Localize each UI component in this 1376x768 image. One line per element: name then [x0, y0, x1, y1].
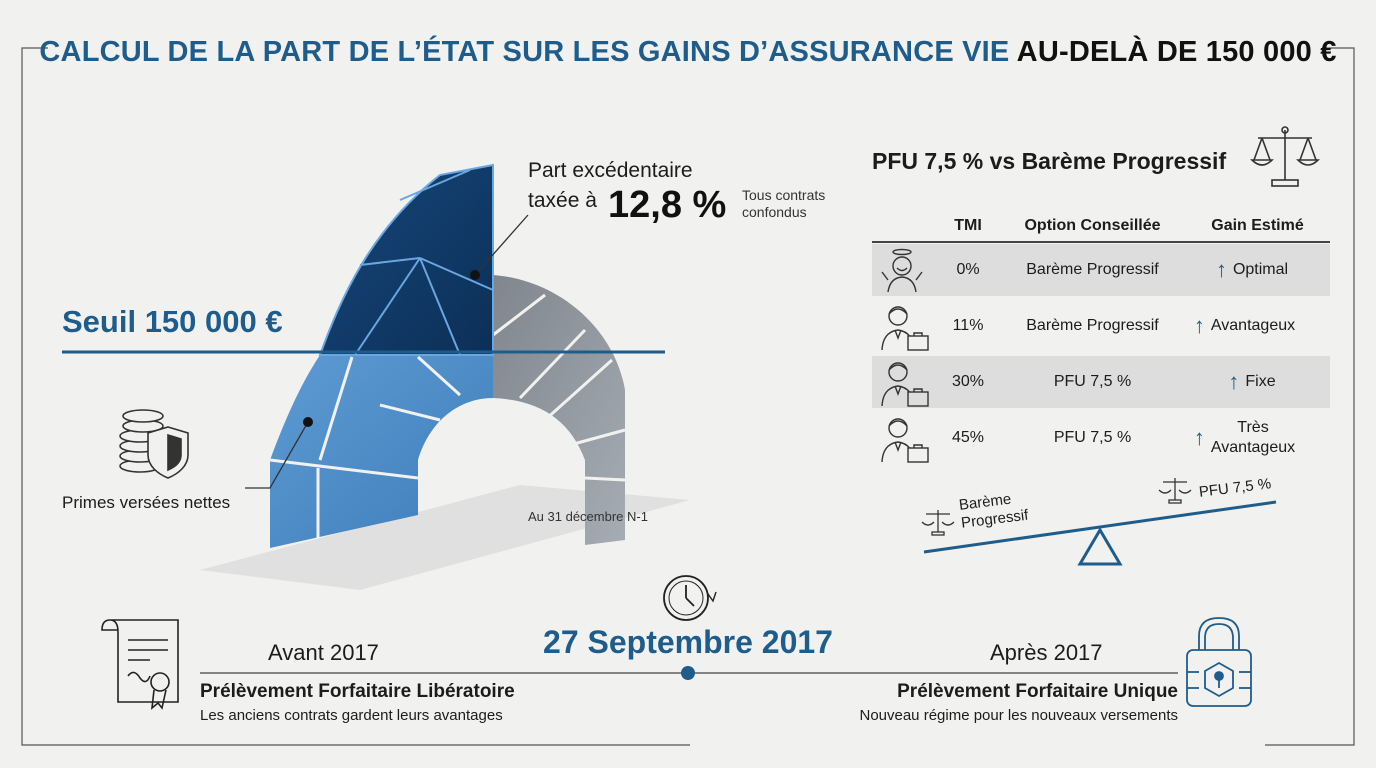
timeline-marker [681, 666, 695, 680]
header-tmi: TMI [954, 217, 982, 234]
gain-value: ↑ Fixe [1177, 356, 1327, 408]
option-value: Barème Progressif [1026, 261, 1159, 278]
excess-marker [470, 270, 480, 280]
arch-excess-block [318, 163, 494, 356]
excess-label: Part excédentaire taxée à [528, 156, 693, 216]
table-row: 0% Barème Progressif ↑ Optimal [872, 244, 1330, 296]
businessman-icon [881, 362, 929, 407]
table-row: 45% PFU 7,5 % ↑ Très Avantageux [872, 412, 1330, 464]
arch-shadow [200, 485, 690, 590]
padlock-icon [1186, 617, 1252, 707]
tmi-value: 30% [951, 373, 985, 390]
gain-value: ↑ Avantageux [1162, 300, 1327, 352]
excess-label-line2: taxée à [528, 189, 597, 212]
option-value: PFU 7,5 % [1053, 373, 1132, 390]
table-row: 30% PFU 7,5 % ↑ Fixe [872, 356, 1330, 408]
title-main: CALCUL DE LA PART DE L’ÉTAT SUR LES GAIN… [39, 36, 1010, 68]
premiums-leader-line [245, 421, 309, 489]
small-scales-icon [921, 510, 955, 536]
header-option: Option Conseillée [1024, 217, 1161, 234]
businessman-icon [881, 306, 929, 351]
businessman-icon [881, 418, 929, 463]
gain-text: Fixe [1245, 373, 1276, 390]
option-value: Barème Progressif [1026, 317, 1159, 334]
reform-date: 27 Septembre 2017 [543, 624, 833, 660]
small-scales-icon [1158, 478, 1192, 504]
up-arrow-icon: ↑ [1228, 369, 1240, 394]
excess-leader-line [474, 214, 529, 276]
premiums-marker [303, 417, 313, 427]
excess-rate: 12,8 % [608, 184, 727, 226]
comparison-title: PFU 7,5 % vs Barème Progressif [872, 148, 1227, 174]
up-arrow-icon: ↑ [1215, 257, 1227, 282]
clock-icon [663, 575, 717, 621]
gain-text: Optimal [1232, 261, 1289, 278]
excess-label-line1: Part excédentaire [528, 159, 693, 182]
happy-person-icon [881, 248, 923, 293]
before-label: Avant 2017 [268, 640, 379, 665]
excess-note-line1: Tous contrats [742, 187, 826, 203]
table-row: 11% Barème Progressif ↑ Avantageux [872, 300, 1330, 352]
after-title: Prélèvement Forfaitaire Unique [897, 681, 1178, 702]
certificate-icon [101, 619, 179, 710]
scales-icon [1250, 126, 1320, 187]
title-emphasis: AU-DELÀ DE 150 000 € [1016, 36, 1337, 68]
arch-grey-half [492, 275, 626, 545]
excess-note: Tous contrats confondus [742, 187, 852, 221]
up-arrow-icon: ↑ [1193, 425, 1205, 450]
gain-text-line1: Très [1237, 419, 1269, 436]
header-gain: Gain Estimé [1211, 217, 1304, 234]
gain-text: Avantageux [1210, 317, 1296, 334]
reference-date-label: Au 31 décembre N-1 [528, 509, 648, 524]
arch-premiums-blocks [269, 355, 493, 548]
table-header-divider [872, 241, 1330, 243]
gain-text: Très Avantageux [1211, 418, 1295, 458]
after-subtitle: Nouveau régime pour les nouveaux verseme… [859, 707, 1178, 724]
option-value: PFU 7,5 % [1053, 429, 1132, 446]
premiums-label: Primes versées nettes [62, 493, 231, 512]
gain-text-line2: Avantageux [1210, 439, 1296, 456]
tmi-value: 45% [951, 429, 985, 446]
gain-value: ↑ Très Avantageux [1162, 412, 1327, 464]
before-subtitle: Les anciens contrats gardent leurs avant… [200, 707, 503, 724]
balance-fulcrum [1077, 527, 1123, 566]
balance-beam [923, 500, 1277, 554]
after-label: Après 2017 [990, 640, 1103, 665]
tmi-value: 11% [952, 317, 984, 334]
balance-beam-illustration [921, 478, 1277, 566]
threshold-label: Seuil 150 000 € [62, 304, 283, 339]
page-title: CALCUL DE LA PART DE L’ÉTAT SUR LES GAIN… [0, 36, 1376, 69]
tmi-value: 0% [956, 261, 980, 278]
up-arrow-icon: ↑ [1193, 313, 1205, 338]
before-title: Prélèvement Forfaitaire Libératoire [200, 681, 515, 702]
excess-note-line2: confondus [742, 204, 807, 220]
gain-value: ↑ Optimal [1177, 244, 1327, 296]
coins-shield-icon [119, 409, 189, 479]
